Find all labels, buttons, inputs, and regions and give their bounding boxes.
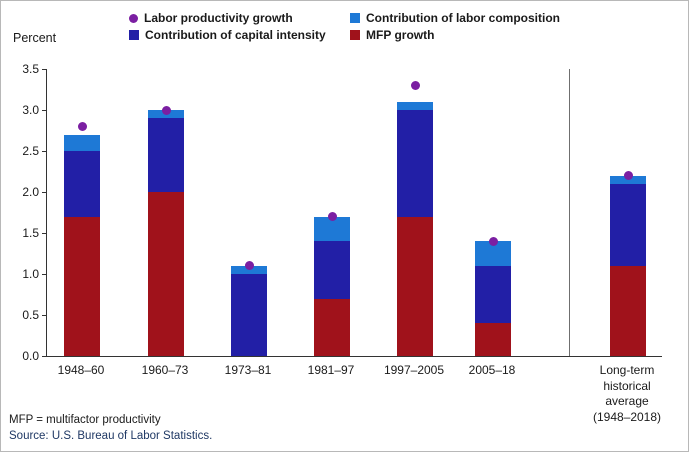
bar-segment-mfp: [148, 192, 184, 356]
labor-productivity-dot: [161, 105, 171, 115]
y-axis-tick-mark: [42, 151, 47, 152]
y-axis-tick-mark: [42, 69, 47, 70]
y-axis-tick-mark: [42, 356, 47, 357]
source-footnote: Source: U.S. Bureau of Labor Statistics.: [9, 430, 213, 442]
bar-segment-comp: [397, 101, 433, 111]
labor-composition-swatch-icon: [350, 13, 360, 23]
legend-label: Contribution of labor composition: [366, 11, 560, 25]
x-axis-label: 1960–73: [141, 363, 189, 377]
y-axis-tick-mark: [42, 192, 47, 193]
labor-productivity-dot: [488, 236, 498, 246]
y-axis-tick-label: 2.5: [22, 144, 39, 158]
labor-productivity-dot: [623, 171, 633, 181]
bar-stack: [475, 241, 511, 356]
x-axis-label: 2005–18: [468, 363, 516, 377]
x-axis-label: 1948–60: [57, 363, 105, 377]
bar-segment-capital: [397, 110, 433, 217]
x-axis-label: Long-term historical average (1948–2018): [592, 363, 662, 424]
bar-segment-capital: [148, 118, 184, 192]
bar-segment-mfp: [314, 298, 350, 356]
plot-area: 0.0 0.5 1.0 1.5 2.0 2.5 3.0 3.5: [22, 62, 662, 363]
legend-item-labor-composition: Contribution of labor composition: [350, 11, 560, 25]
bar-stack: [314, 216, 350, 356]
bar-segment-capital: [610, 183, 646, 266]
bar-stack: [610, 175, 646, 356]
legend: Labor productivity growth Contribution o…: [129, 11, 560, 42]
legend-label: Contribution of capital intensity: [145, 28, 326, 42]
y-axis-tick-mark: [42, 274, 47, 275]
bar-stack: [231, 265, 267, 356]
x-axis-label: 1997–2005: [383, 363, 445, 377]
y-axis-tick-mark: [42, 233, 47, 234]
x-axis-label: 1981–97: [307, 363, 355, 377]
labor-productivity-dot: [244, 261, 254, 271]
bar-stack: [148, 110, 184, 356]
bar-stack: [64, 134, 100, 356]
mfp-growth-swatch-icon: [350, 30, 360, 40]
labor-productivity-dot: [410, 80, 420, 90]
bar-segment-mfp: [397, 216, 433, 356]
bar-segment-capital: [314, 241, 350, 299]
labor-productivity-dot-icon: [129, 13, 138, 23]
y-axis-tick-label: 2.0: [22, 185, 39, 199]
legend-label: Labor productivity growth: [144, 11, 293, 25]
bar-segment-mfp: [475, 323, 511, 356]
mfp-footnote: MFP = multifactor productivity: [9, 414, 161, 426]
bar-stack: [397, 101, 433, 356]
legend-label: MFP growth: [366, 28, 435, 42]
bar-segment-capital: [64, 151, 100, 217]
bar-segment-capital: [475, 265, 511, 324]
y-axis-tick-label: 1.5: [22, 226, 39, 240]
bar-segment-mfp: [64, 216, 100, 356]
y-axis-tick-label: 1.0: [22, 267, 39, 281]
labor-productivity-dot: [77, 121, 87, 131]
y-axis-tick-label: 3.0: [22, 103, 39, 117]
y-axis-title: Percent: [13, 31, 57, 45]
bar-segment-mfp: [610, 265, 646, 356]
labor-productivity-dot: [327, 212, 337, 222]
y-axis-tick-label: 0.0: [22, 349, 39, 363]
y-axis-tick-label: 0.5: [22, 308, 39, 322]
legend-item-capital-intensity: Contribution of capital intensity: [129, 28, 336, 42]
legend-item-labor-productivity: Labor productivity growth: [129, 11, 336, 25]
y-axis-tick-label: 3.5: [22, 62, 39, 76]
y-axis-tick-mark: [42, 315, 47, 316]
legend-item-mfp-growth: MFP growth: [350, 28, 560, 42]
bar-segment-comp: [64, 134, 100, 152]
capital-intensity-swatch-icon: [129, 30, 139, 40]
separator-line: [569, 69, 570, 356]
y-axis-tick-mark: [42, 110, 47, 111]
x-axis-label: 1973–81: [224, 363, 272, 377]
bar-segment-capital: [231, 274, 267, 356]
